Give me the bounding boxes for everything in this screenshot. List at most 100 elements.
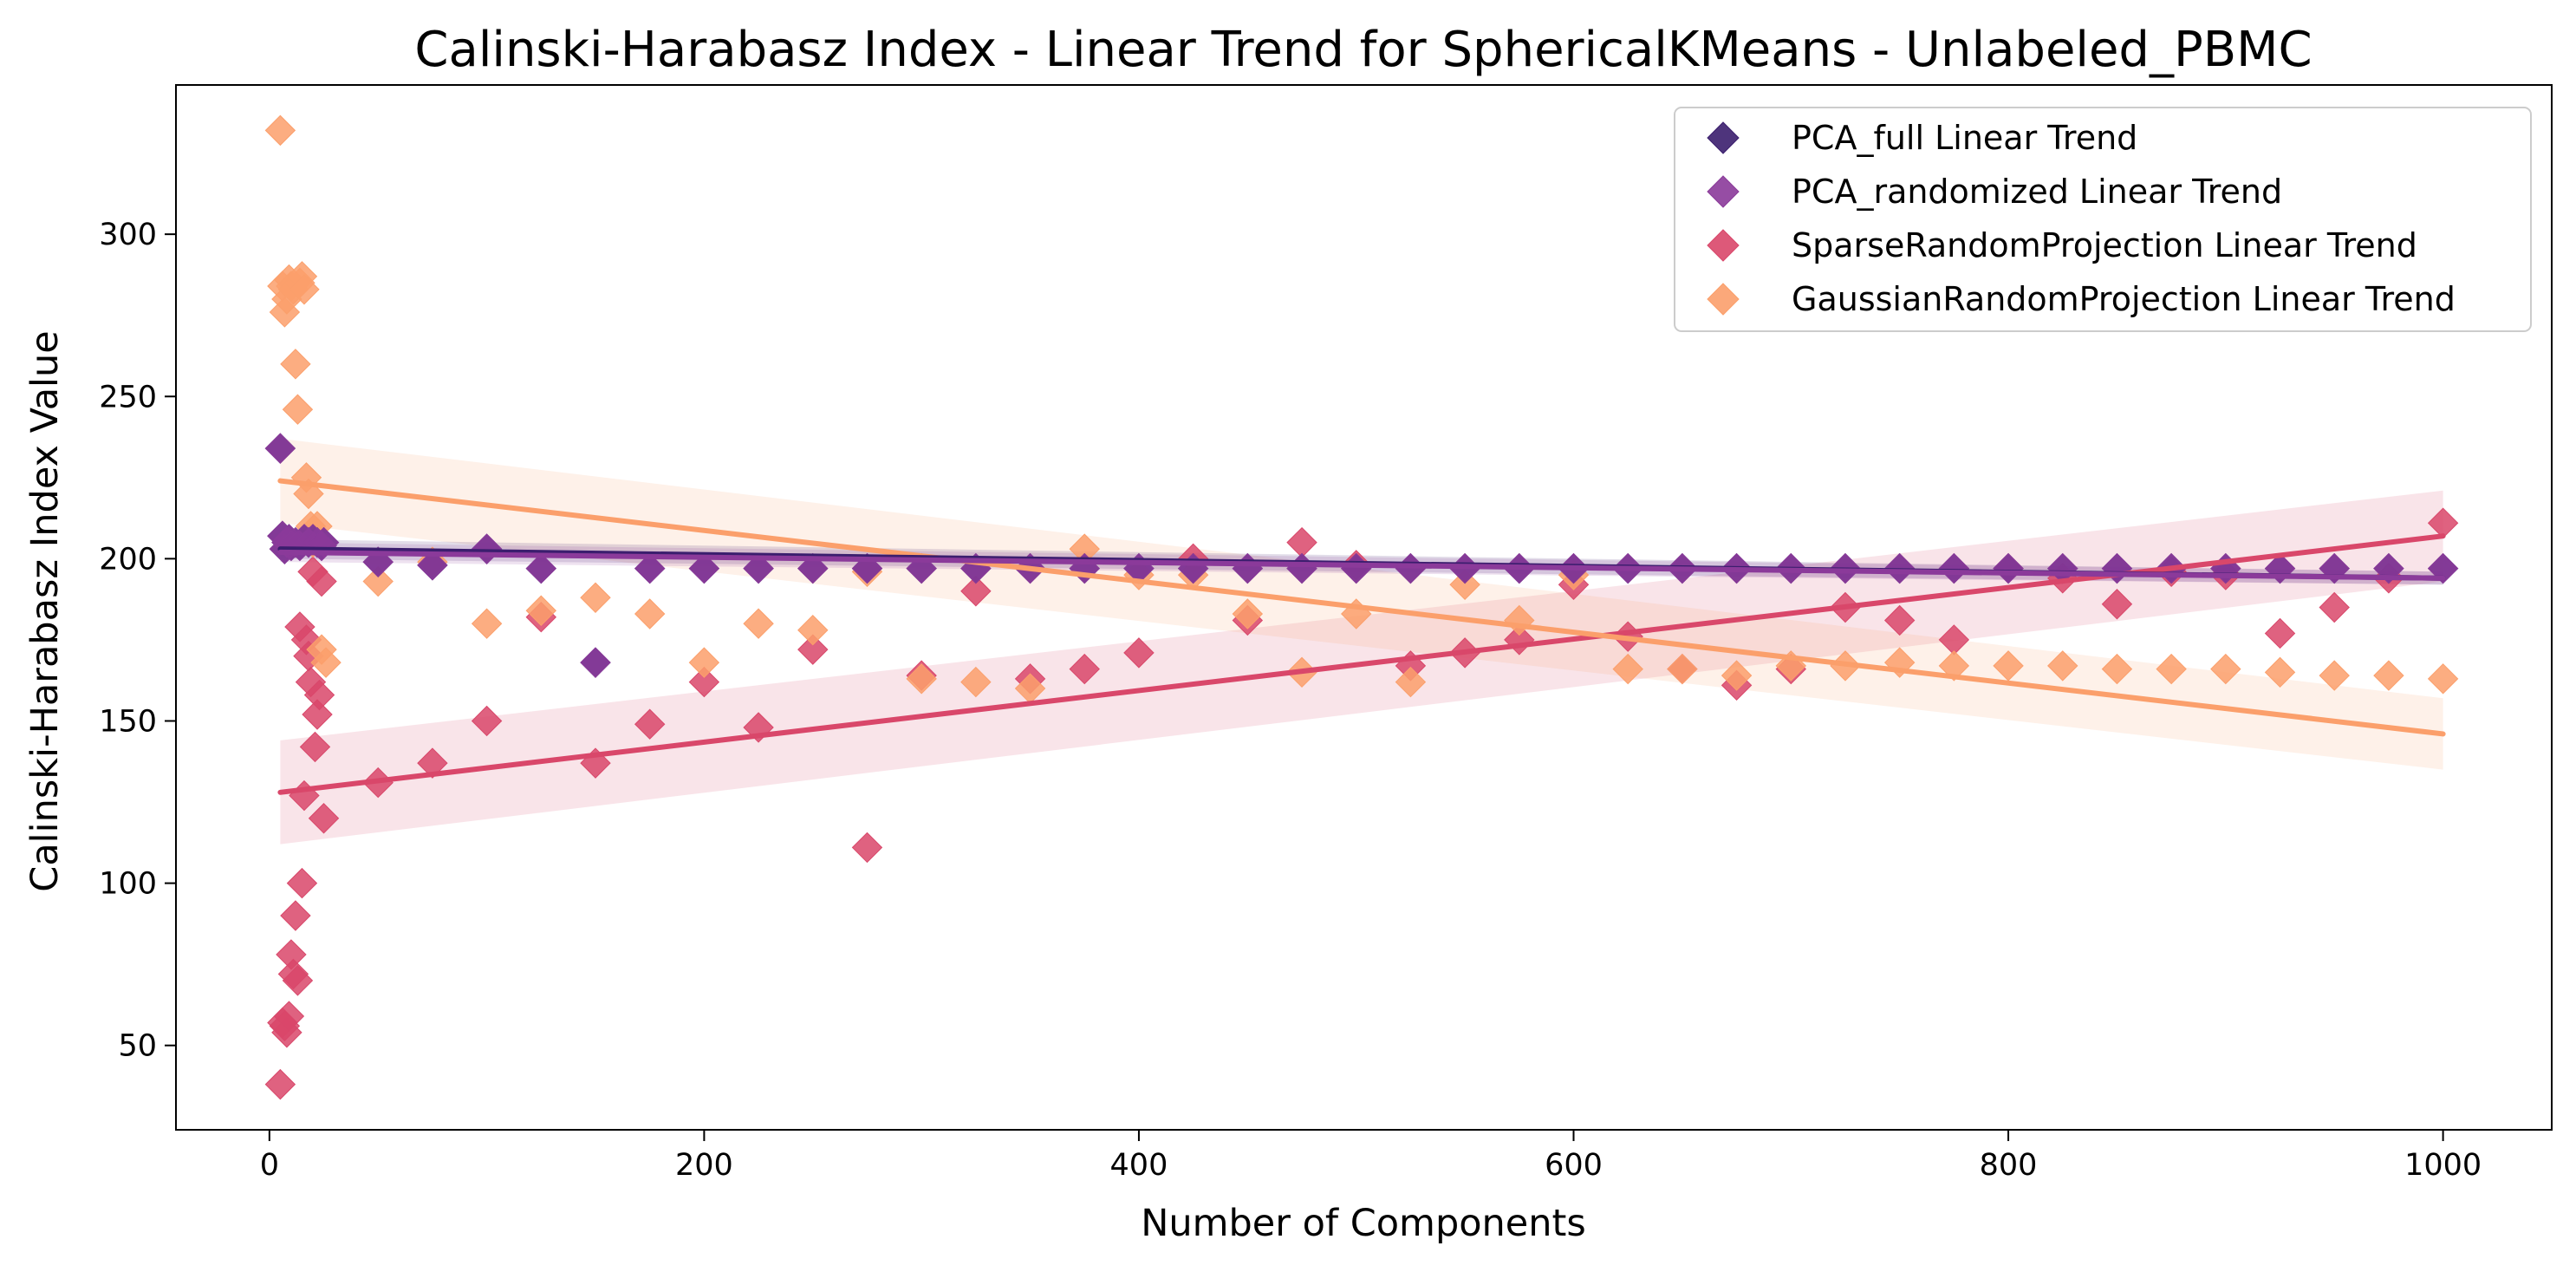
data-point-s2-20 (308, 803, 340, 834)
data-point-s3-0 (264, 114, 296, 147)
legend-marker-2 (1707, 229, 1740, 262)
data-point-s2-8 (282, 965, 314, 996)
data-point-s2-56 (2264, 617, 2296, 649)
data-point-s1-19 (634, 552, 666, 584)
data-point-s2-53 (2101, 589, 2133, 620)
data-point-s2-35 (1123, 637, 1155, 669)
data-point-s3-7 (280, 349, 311, 380)
x-tick-label-400: 400 (1110, 1148, 1168, 1183)
x-axis-label: Number of Components (1141, 1202, 1586, 1245)
data-point-s1-17 (525, 552, 557, 584)
trend-line-2 (277, 533, 2446, 795)
y-tick-label-50: 50 (118, 1029, 157, 1064)
data-point-s3-48 (1938, 650, 1970, 682)
legend-label-2: SparseRandomProjection Linear Trend (1792, 226, 2417, 264)
legend-marker-1 (1707, 175, 1740, 208)
data-point-s3-52 (2156, 653, 2187, 685)
x-tick-label-1000: 1000 (2404, 1148, 2482, 1183)
data-point-s3-38 (1395, 666, 1427, 698)
data-point-s1-44 (1993, 552, 2024, 584)
data-point-s3-23 (580, 582, 611, 613)
data-point-s3-11 (289, 274, 320, 305)
data-point-s3-50 (2047, 650, 2078, 682)
data-point-s3-43 (1667, 653, 1698, 685)
data-point-s1-18 (580, 647, 611, 678)
data-point-s2-34 (1069, 653, 1100, 685)
data-point-s2-17 (302, 699, 333, 730)
data-point-s2-19 (306, 565, 337, 597)
x-tick-label-600: 600 (1545, 1148, 1603, 1183)
data-point-s3-40 (1504, 604, 1535, 636)
data-point-s2-10 (286, 867, 318, 899)
data-point-s2-27 (688, 666, 720, 698)
data-point-s1-21 (743, 552, 774, 584)
data-point-s3-44 (1721, 660, 1753, 691)
legend-label-0: PCA_full Linear Trend (1792, 119, 2137, 157)
y-axis-label: Calinski-Harabasz Index Value (23, 330, 67, 891)
data-point-s2-22 (417, 747, 448, 779)
data-point-s3-27 (797, 614, 829, 646)
data-point-s3-39 (1449, 569, 1480, 601)
data-point-s3-19 (362, 565, 394, 597)
data-point-s2-38 (1286, 526, 1317, 558)
legend-box (1674, 107, 2532, 332)
data-point-s2-23 (471, 705, 503, 737)
data-point-s2-4 (273, 1001, 305, 1032)
trend-line-3 (277, 478, 2446, 737)
data-point-s1-0 (264, 433, 296, 464)
data-point-s3-24 (634, 598, 666, 629)
x-axis: 0 200 400 600 800 1000 (260, 1130, 2482, 1183)
x-tick-label-0: 0 (260, 1148, 279, 1183)
data-point-s2-30 (851, 832, 883, 864)
y-tick-label-200: 200 (99, 542, 157, 577)
data-point-s3-56 (2373, 660, 2404, 691)
data-point-s1-43 (1938, 552, 1970, 584)
data-point-s3-21 (471, 608, 503, 639)
data-point-s3-18 (310, 647, 342, 678)
data-point-s3-55 (2319, 660, 2350, 691)
data-point-s3-54 (2264, 656, 2296, 688)
data-point-s2-32 (960, 576, 992, 607)
data-point-s2-29 (797, 634, 829, 665)
data-point-s2-26 (634, 708, 666, 740)
data-point-s3-26 (743, 608, 774, 639)
x-tick-label-200: 200 (675, 1148, 733, 1183)
plot-area (264, 114, 2459, 1100)
data-point-s2-16 (299, 731, 331, 763)
data-point-s3-57 (2427, 663, 2459, 695)
legend-label-3: GaussianRandomProjection Linear Trend (1792, 280, 2456, 318)
y-tick-label-100: 100 (99, 867, 157, 902)
y-tick-label-150: 150 (99, 704, 157, 739)
data-point-s2-3 (271, 1017, 302, 1048)
y-axis: 50 100 150 200 250 300 (99, 218, 176, 1064)
data-point-s2-57 (2319, 591, 2350, 623)
plot-frame (175, 84, 2553, 1131)
y-tick-label-250: 250 (99, 380, 157, 414)
data-point-s2-7 (280, 900, 311, 931)
data-point-s3-42 (1612, 653, 1643, 685)
data-point-s3-29 (906, 663, 937, 695)
data-point-s2-0 (264, 1068, 296, 1100)
legend: PCA_full Linear Trend PCA_randomized Line… (1674, 107, 2532, 332)
data-point-s1-52 (2427, 552, 2459, 584)
data-point-s3-35 (1232, 598, 1264, 629)
data-point-s3-51 (2101, 653, 2133, 685)
y-tick-label-300: 300 (99, 218, 157, 252)
x-tick-label-800: 800 (1980, 1148, 2038, 1183)
legend-marker-3 (1707, 283, 1740, 316)
data-point-s3-30 (960, 666, 992, 698)
data-point-s3-53 (2210, 653, 2241, 685)
data-point-s1-20 (688, 552, 720, 584)
legend-marker-0 (1707, 121, 1740, 154)
legend-label-1: PCA_randomized Linear Trend (1792, 173, 2282, 211)
data-point-s2-49 (1883, 604, 1916, 636)
data-point-s2-28 (743, 712, 774, 743)
data-point-s1-15 (417, 550, 448, 581)
data-point-s3-25 (688, 647, 720, 678)
chart-title: Calinski-Harabasz Index - Linear Trend f… (414, 22, 2312, 78)
data-point-s2-18 (303, 679, 335, 711)
data-point-s3-22 (525, 595, 557, 626)
trend-line-1 (277, 549, 2446, 581)
data-point-s1-16 (471, 533, 503, 564)
